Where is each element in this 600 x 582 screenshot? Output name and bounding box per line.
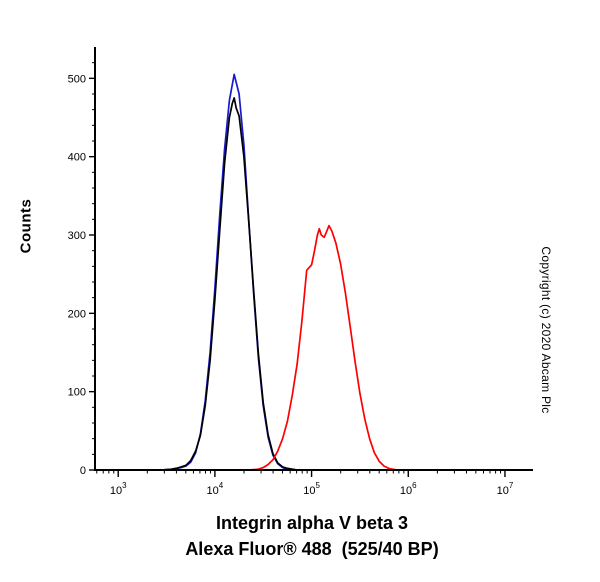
y-tick-label: 500 (68, 73, 86, 85)
x-axis-title-line2: Alexa Fluor® 488 (525/40 BP) (185, 539, 439, 559)
y-tick-label: 300 (68, 230, 86, 242)
x-tick-label: 104 (207, 481, 224, 497)
series-red (247, 224, 398, 471)
series-blue (160, 73, 298, 471)
y-tick-label: 100 (68, 387, 86, 399)
y-axis-label: Counts (17, 198, 35, 254)
x-tick-label: 103 (110, 481, 127, 497)
y-tick-label: 0 (80, 465, 86, 477)
copyright-text: Copyright (c) 2020 Abcam Plc (539, 246, 553, 414)
x-tick-label: 107 (497, 481, 514, 497)
x-axis-title-line1: Integrin alpha V beta 3 (215, 513, 409, 533)
axes (94, 47, 533, 471)
series-black (160, 97, 298, 471)
y-tick-label: 400 (68, 152, 86, 164)
y-tick-label: 200 (68, 308, 86, 320)
x-tick-label: 106 (400, 481, 417, 497)
x-tick-label: 105 (303, 481, 320, 497)
